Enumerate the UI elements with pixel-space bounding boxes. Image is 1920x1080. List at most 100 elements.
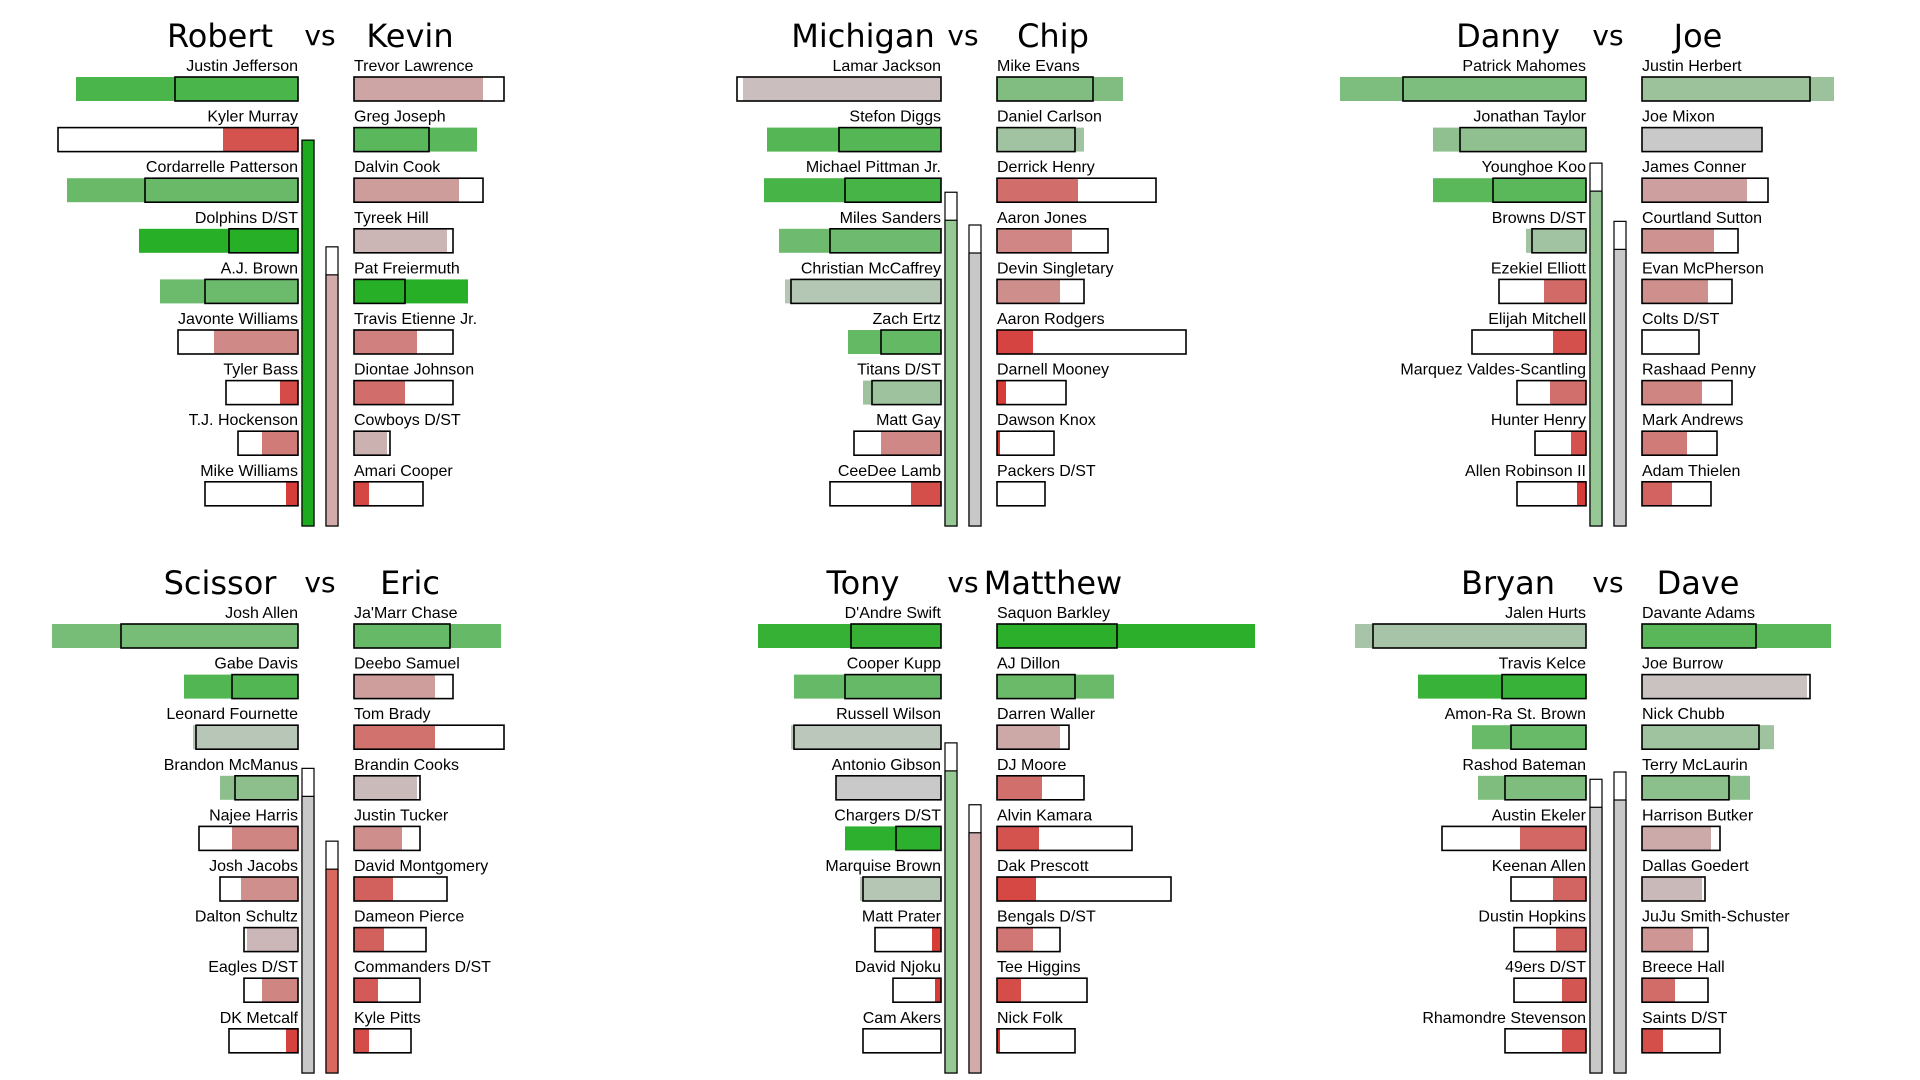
projected-bar — [195, 724, 299, 751]
player-label: Cooper Kupp — [847, 656, 941, 673]
vs-label: vs — [1592, 19, 1623, 52]
actual-bar — [785, 279, 941, 304]
vs-label: vs — [1592, 566, 1623, 599]
team-name-right: Eric — [380, 564, 440, 602]
player-label: AJ Dillon — [997, 656, 1060, 673]
player-label: Keenan Allen — [1492, 858, 1586, 875]
actual-bar — [1553, 877, 1586, 901]
actual-bar — [354, 877, 393, 901]
player-label: Greg Joseph — [354, 109, 446, 126]
projected-bar — [353, 177, 484, 203]
projected-bar — [177, 329, 299, 355]
actual-bar — [1562, 978, 1586, 1003]
player-label: Aaron Rodgers — [997, 311, 1105, 328]
projected-bar — [353, 379, 454, 406]
actual-bar — [860, 877, 941, 901]
actual-bar — [354, 826, 402, 851]
projected-bar — [1504, 774, 1587, 801]
projected-bar — [1641, 1028, 1721, 1054]
actual-bar — [354, 481, 369, 506]
actual-bar — [160, 279, 298, 304]
player-label: Marquise Brown — [825, 858, 941, 875]
projected-bar — [353, 430, 391, 457]
projected-bar — [1531, 228, 1587, 254]
total-column-right — [1613, 248, 1627, 527]
projected-bar — [353, 724, 505, 751]
projected-bar — [198, 825, 299, 852]
projected-bar — [204, 480, 299, 507]
actual-bar — [354, 624, 501, 648]
projected-bar — [228, 228, 299, 254]
player-label: Michael Pittman Jr. — [806, 159, 941, 176]
player-label: Lamar Jackson — [833, 58, 942, 75]
team-name-right: Joe — [1672, 17, 1723, 55]
projected-bar — [892, 977, 942, 1004]
player-label: JuJu Smith-Schuster — [1642, 909, 1790, 926]
player-label: T.J. Hockenson — [189, 412, 298, 429]
projected-bar — [353, 228, 454, 254]
actual-bar — [1642, 178, 1747, 203]
actual-bar — [286, 1028, 298, 1053]
projected-bar — [353, 876, 448, 902]
projected-bar — [144, 177, 299, 203]
actual-bar — [863, 380, 941, 405]
player-label: Colts D/ST — [1642, 311, 1720, 328]
matchup-panel: Robert vs Kevin Justin Jefferson Kyler Murra… — [57, 17, 505, 527]
projected-bar — [353, 480, 424, 507]
actual-bar — [1433, 178, 1586, 203]
projected-bar — [871, 379, 942, 406]
total-column-left — [944, 770, 958, 1074]
total-column-right — [325, 274, 339, 527]
actual-bar — [1562, 1028, 1586, 1053]
actual-bar — [1544, 279, 1586, 304]
matchup-panel: Scissor vs Eric Josh Allen Gabe Davis Leonard… — [52, 564, 505, 1074]
player-label: Cordarrelle Patterson — [146, 159, 298, 176]
player-label: Brandin Cooks — [354, 757, 459, 774]
player-label: Matt Gay — [876, 412, 941, 429]
player-label: David Montgomery — [354, 858, 488, 875]
player-label: Josh Allen — [225, 605, 298, 622]
projected-bar — [204, 278, 299, 305]
projected-bar — [120, 623, 299, 649]
projected-bar — [1372, 623, 1587, 649]
actual-bar — [997, 826, 1039, 851]
actual-bar — [1340, 77, 1586, 101]
projected-bar — [829, 228, 942, 254]
projected-bar — [996, 76, 1094, 102]
projected-bar — [996, 379, 1067, 406]
projected-bar — [225, 379, 299, 406]
projected-bar — [353, 673, 454, 700]
player-label: Aaron Jones — [997, 210, 1087, 227]
actual-bar — [758, 624, 941, 648]
player-label: Travis Kelce — [1499, 656, 1587, 673]
actual-bar — [764, 178, 941, 203]
vs-label: vs — [304, 19, 335, 52]
actual-bar — [1642, 77, 1834, 101]
team-name-left: Danny — [1456, 17, 1560, 55]
projected-bar — [996, 329, 1187, 355]
player-label: Allen Robinson II — [1465, 463, 1586, 480]
player-label: Cowboys D/ST — [354, 412, 461, 429]
projected-bar — [996, 126, 1076, 153]
actual-bar — [354, 178, 459, 203]
actual-bar — [184, 674, 298, 699]
team-name-left: Scissor — [164, 564, 278, 602]
projected-bar — [57, 126, 299, 153]
actual-bar — [1478, 775, 1586, 800]
projected-bar — [353, 623, 451, 649]
actual-bar — [1642, 725, 1774, 750]
actual-bar — [1642, 927, 1693, 952]
player-label: Dalvin Cook — [354, 159, 441, 176]
team-name-left: Bryan — [1461, 564, 1555, 602]
projected-bar — [996, 430, 1055, 457]
projected-bar — [996, 724, 1070, 751]
team-name-right: Dave — [1657, 564, 1740, 602]
player-label: Russell Wilson — [836, 706, 941, 723]
player-label: Stefon Diggs — [849, 109, 941, 126]
player-label: Hunter Henry — [1491, 412, 1586, 429]
player-label: Derrick Henry — [997, 159, 1095, 176]
actual-bar — [1642, 127, 1762, 152]
player-label: Diontae Johnson — [354, 362, 474, 379]
player-label: Justin Tucker — [354, 807, 449, 824]
projected-bar — [996, 876, 1172, 902]
